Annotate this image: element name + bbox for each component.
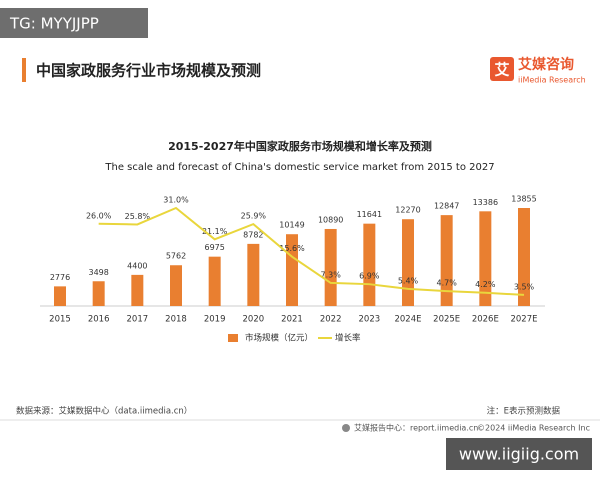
legend-label: 市场规模（亿元） bbox=[245, 333, 313, 344]
legend-swatch bbox=[228, 334, 238, 342]
x-tick-label: 2027E bbox=[510, 315, 537, 325]
bar bbox=[518, 208, 530, 306]
bar-label: 13386 bbox=[473, 198, 498, 207]
logo-icon: 艾 bbox=[494, 61, 509, 79]
logo-cn: 艾媒咨询 bbox=[518, 56, 574, 73]
credit-copy: ©2024 iiMedia Research Inc bbox=[477, 424, 590, 433]
line-label: 31.0% bbox=[163, 196, 189, 205]
bar-label: 4400 bbox=[127, 261, 147, 270]
bar-label: 2776 bbox=[50, 273, 70, 282]
credit-site: 艾媒报告中心：report.iimedia.cn bbox=[354, 423, 478, 433]
bar bbox=[131, 274, 144, 306]
credit-icon bbox=[342, 424, 350, 432]
line-label: 4.2% bbox=[475, 280, 496, 289]
bar bbox=[247, 243, 260, 306]
chart-subtitle: The scale and forecast of China's domest… bbox=[104, 162, 494, 173]
bar bbox=[363, 223, 376, 306]
x-tick-label: 2015 bbox=[49, 315, 71, 325]
title-accent bbox=[22, 58, 26, 82]
watermark: www.iigiig.com bbox=[459, 445, 579, 464]
x-tick-label: 2017 bbox=[127, 315, 149, 325]
line-label: 4.7% bbox=[437, 279, 458, 288]
logo-en: iiMedia Research bbox=[518, 76, 586, 85]
x-tick-label: 2024E bbox=[394, 315, 421, 325]
line bbox=[98, 206, 525, 296]
tag-box bbox=[0, 8, 148, 38]
bar bbox=[170, 265, 182, 306]
line-label: 7.3% bbox=[321, 270, 342, 279]
bar-label: 3498 bbox=[88, 268, 108, 277]
bar bbox=[208, 256, 221, 306]
logo-box bbox=[490, 57, 514, 81]
line-label: 5.4% bbox=[398, 276, 419, 285]
bar-label: 10149 bbox=[279, 221, 304, 230]
source: 数据来源：艾媒数据中心（data.iimedia.cn） bbox=[16, 406, 192, 417]
line-label: 21.1% bbox=[202, 227, 228, 236]
chart-title: 2015-2027年中国家政服务市场规模和增长率及预测 bbox=[168, 139, 432, 153]
line-label: 15.6% bbox=[279, 244, 305, 253]
x-tick-label: 2023 bbox=[359, 315, 381, 325]
x-tick-label: 2022 bbox=[320, 315, 342, 325]
bar bbox=[440, 215, 453, 306]
bar bbox=[479, 211, 492, 306]
bar-label: 13855 bbox=[511, 195, 536, 204]
bar-label: 8782 bbox=[243, 230, 263, 239]
line-label: 3.5% bbox=[514, 282, 535, 291]
bar bbox=[92, 281, 105, 306]
top-tag: TG: MYYJJPP bbox=[9, 15, 99, 33]
x-tick-label: 2026E bbox=[472, 315, 499, 325]
line-label: 25.9% bbox=[241, 212, 267, 221]
x-tick-label: 2019 bbox=[204, 315, 226, 325]
x-tick-label: 2020 bbox=[243, 315, 265, 325]
x-tick-label: 2021 bbox=[281, 315, 303, 325]
x-tick-label: 2018 bbox=[165, 315, 187, 325]
header-title: 中国家政服务行业市场规模及预测 bbox=[36, 62, 261, 80]
bar-label: 11641 bbox=[357, 210, 382, 219]
bar bbox=[324, 228, 337, 306]
bar bbox=[402, 219, 414, 306]
line-label: 25.8% bbox=[125, 212, 151, 221]
bar-label: 12847 bbox=[434, 202, 459, 211]
bar-label: 10890 bbox=[318, 215, 343, 224]
bar-label: 5762 bbox=[166, 252, 186, 261]
bar bbox=[54, 286, 66, 306]
bar-label: 6975 bbox=[204, 243, 224, 252]
bar-label: 12270 bbox=[395, 206, 420, 215]
x-tick-label: 2016 bbox=[88, 315, 110, 325]
line-label: 26.0% bbox=[86, 211, 112, 220]
note: 注：E表示预测数据 bbox=[487, 406, 561, 417]
bar bbox=[286, 234, 298, 306]
line-label: 6.9% bbox=[359, 272, 380, 281]
watermark-box bbox=[446, 438, 592, 470]
legend-label: 增长率 bbox=[335, 333, 361, 344]
x-tick-label: 2025E bbox=[433, 315, 460, 325]
